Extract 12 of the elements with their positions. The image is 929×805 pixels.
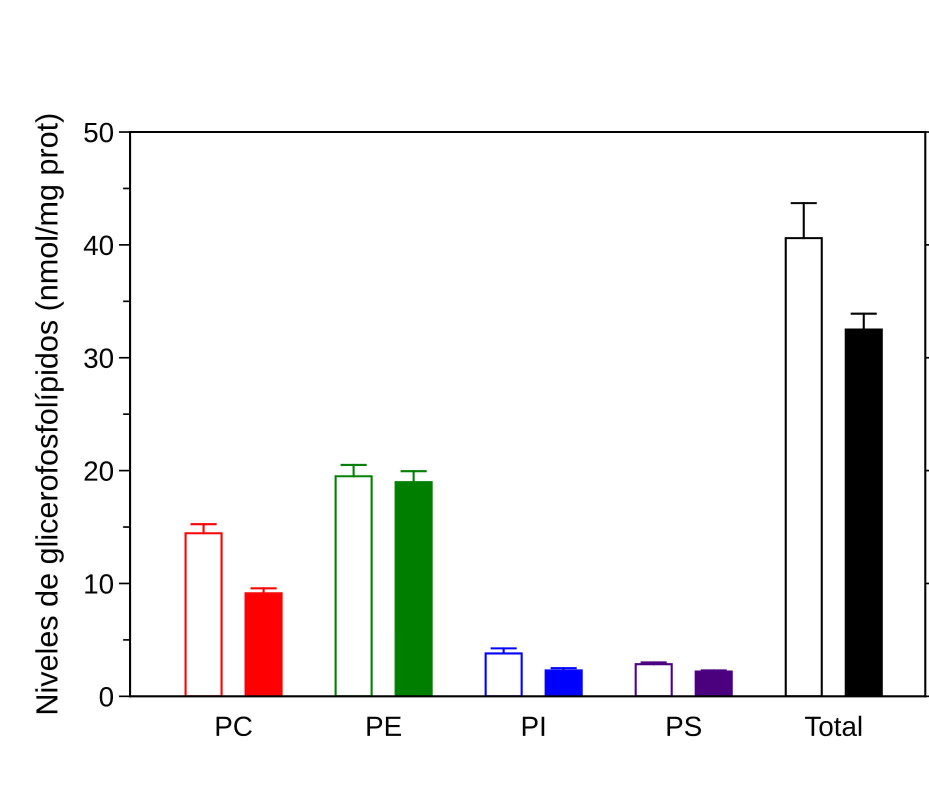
y-tick-label: 20 (84, 461, 114, 481)
y-tick-label: 40 (84, 236, 114, 256)
x-tick-label: PC (216, 716, 252, 736)
x-tick-label: PE (367, 716, 401, 736)
y-tick-label: 50 (84, 122, 114, 142)
y-tick-label: 30 (84, 348, 114, 368)
x-tick-label: PI (522, 716, 544, 736)
y-axis-title: Niveles de glicerofosfolípidos (nmol/mg prot) (34, 114, 64, 714)
y-tick-label: 0 (100, 686, 114, 707)
x-tick-label: PS (667, 716, 701, 736)
x-tick-label: Total (805, 716, 862, 736)
y-tick-label: 10 (85, 574, 114, 594)
